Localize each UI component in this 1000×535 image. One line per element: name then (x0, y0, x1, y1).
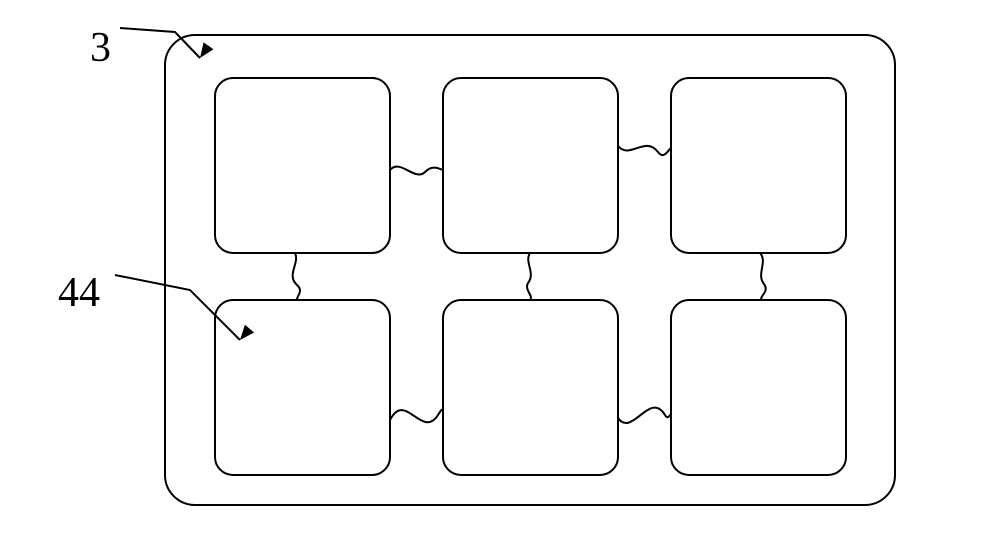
cell-3 (215, 300, 390, 475)
cell-1 (443, 78, 618, 253)
diagram-canvas (0, 0, 1000, 535)
callout-arrow-0 (200, 42, 213, 58)
cell-0 (215, 78, 390, 253)
cell-4 (443, 300, 618, 475)
connector-3 (527, 253, 531, 300)
connector-5 (390, 409, 443, 422)
cell-5 (671, 300, 846, 475)
connector-6 (618, 408, 671, 423)
callout-leader-0 (120, 28, 200, 58)
callout-label-1: 44 (58, 269, 100, 317)
connector-4 (760, 253, 766, 300)
connector-0 (390, 167, 443, 175)
cell-2 (671, 78, 846, 253)
callout-leader-1 (115, 275, 240, 340)
callout-label-0: 3 (90, 24, 111, 72)
connector-2 (293, 253, 300, 300)
callout-arrow-1 (240, 325, 254, 340)
connector-1 (618, 146, 671, 155)
